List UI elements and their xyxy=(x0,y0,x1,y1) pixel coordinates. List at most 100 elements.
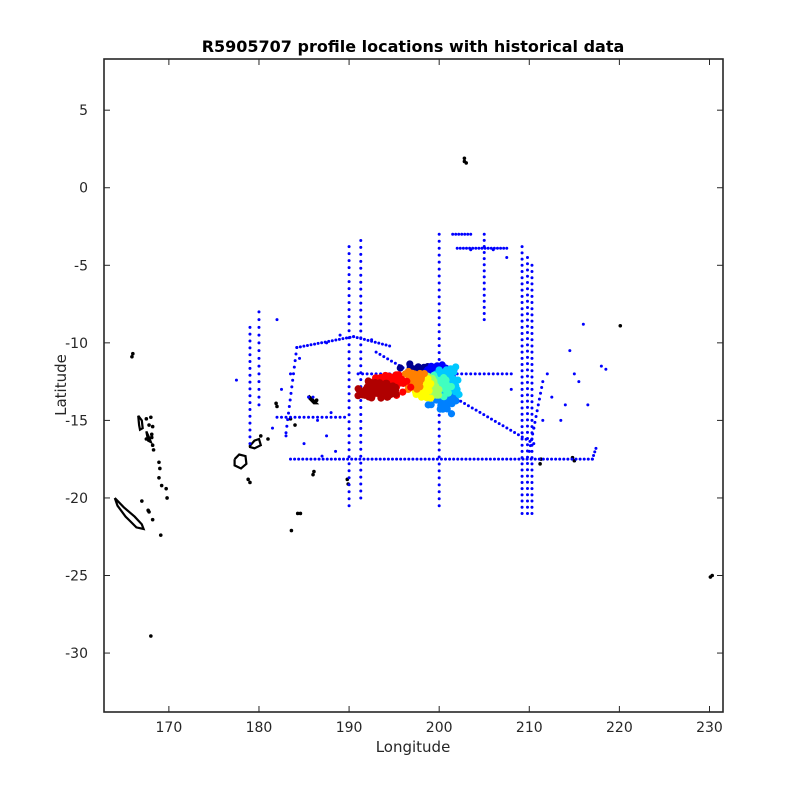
historical-point xyxy=(550,395,554,399)
historical-point xyxy=(359,364,363,368)
historical-point xyxy=(359,273,363,277)
historical-point xyxy=(359,489,363,493)
profile-point xyxy=(395,371,403,379)
profile-point xyxy=(455,390,463,399)
historical-point xyxy=(289,415,293,419)
historical-point xyxy=(248,394,252,398)
profile-point xyxy=(407,383,415,391)
historical-point xyxy=(437,351,441,355)
historical-point xyxy=(359,468,363,472)
historical-point xyxy=(463,232,467,236)
historical-point xyxy=(469,372,473,376)
historical-point xyxy=(545,372,549,376)
historical-point xyxy=(284,434,288,438)
historical-point xyxy=(520,313,524,317)
historical-point xyxy=(437,288,441,292)
historical-point xyxy=(359,454,363,458)
historical-point xyxy=(491,248,495,252)
historical-point xyxy=(280,415,284,419)
historical-point xyxy=(530,462,534,466)
historical-point xyxy=(361,372,365,376)
historical-point xyxy=(293,415,297,419)
historical-point xyxy=(347,350,351,354)
historical-point xyxy=(520,344,524,348)
profile-point xyxy=(452,363,460,371)
coastline-point xyxy=(312,469,316,474)
historical-point xyxy=(530,480,534,484)
historical-point xyxy=(347,378,351,382)
profile-point xyxy=(419,390,427,398)
historical-point xyxy=(380,342,384,346)
historical-point xyxy=(525,349,529,353)
historical-point xyxy=(448,457,452,461)
historical-point xyxy=(359,405,363,409)
historical-point xyxy=(338,415,342,419)
historical-point xyxy=(352,335,356,339)
historical-point xyxy=(359,245,363,249)
historical-point xyxy=(520,412,524,416)
historical-point xyxy=(487,372,491,376)
historical-point xyxy=(359,357,363,361)
historical-point xyxy=(362,457,366,461)
coastline-point xyxy=(311,472,315,477)
historical-point xyxy=(280,387,284,391)
historical-point xyxy=(437,302,441,306)
historical-point xyxy=(359,447,363,451)
historical-point xyxy=(325,457,329,461)
historical-point xyxy=(365,372,369,376)
historical-point xyxy=(359,475,363,479)
historical-point xyxy=(437,476,441,480)
profile-point xyxy=(442,376,450,384)
historical-point xyxy=(525,324,529,328)
historical-point xyxy=(586,457,590,461)
historical-point xyxy=(521,457,525,461)
historical-point xyxy=(520,394,524,398)
historical-point xyxy=(525,511,529,515)
historical-point xyxy=(359,350,363,354)
coastline-point xyxy=(149,634,153,638)
historical-point xyxy=(502,246,506,250)
historical-point xyxy=(497,422,501,426)
historical-point xyxy=(524,437,528,441)
historical-point xyxy=(520,474,524,478)
historical-point xyxy=(554,457,558,461)
historical-point xyxy=(451,232,455,236)
coastline-point xyxy=(150,517,155,522)
historical-point xyxy=(513,431,517,435)
historical-point xyxy=(320,415,324,419)
historical-point xyxy=(347,469,351,473)
historical-point xyxy=(520,511,524,515)
historical-point xyxy=(359,294,363,298)
historical-point xyxy=(359,378,363,382)
historical-point xyxy=(301,457,305,461)
historical-point xyxy=(525,486,529,490)
historical-point xyxy=(248,366,252,370)
historical-point xyxy=(525,399,529,403)
historical-point xyxy=(292,365,296,369)
profile-point xyxy=(406,360,414,368)
profile-point xyxy=(447,410,456,418)
historical-point xyxy=(530,294,534,298)
historical-point xyxy=(505,246,509,250)
historical-point xyxy=(530,356,534,360)
historical-point xyxy=(533,420,537,424)
historical-point xyxy=(530,438,534,442)
coastline-outline xyxy=(113,497,146,531)
historical-point xyxy=(359,426,363,430)
historical-point xyxy=(302,344,306,348)
historical-point xyxy=(530,394,534,398)
historical-point xyxy=(539,391,543,395)
historical-point xyxy=(337,337,341,341)
historical-point xyxy=(347,371,351,375)
axis-ticks: 170 180 190 200 210 220 230 5 0 -5 -10 -15 -20 -25 -30 xyxy=(65,59,723,736)
historical-point xyxy=(525,380,529,384)
historical-point xyxy=(572,372,576,376)
historical-point xyxy=(525,505,529,509)
historical-point xyxy=(347,308,351,312)
historical-point xyxy=(482,413,486,417)
x-tick-label: 170 xyxy=(156,720,183,736)
historical-point xyxy=(520,387,524,391)
historical-point xyxy=(520,257,524,261)
historical-point xyxy=(509,387,513,391)
historical-point xyxy=(437,323,441,327)
